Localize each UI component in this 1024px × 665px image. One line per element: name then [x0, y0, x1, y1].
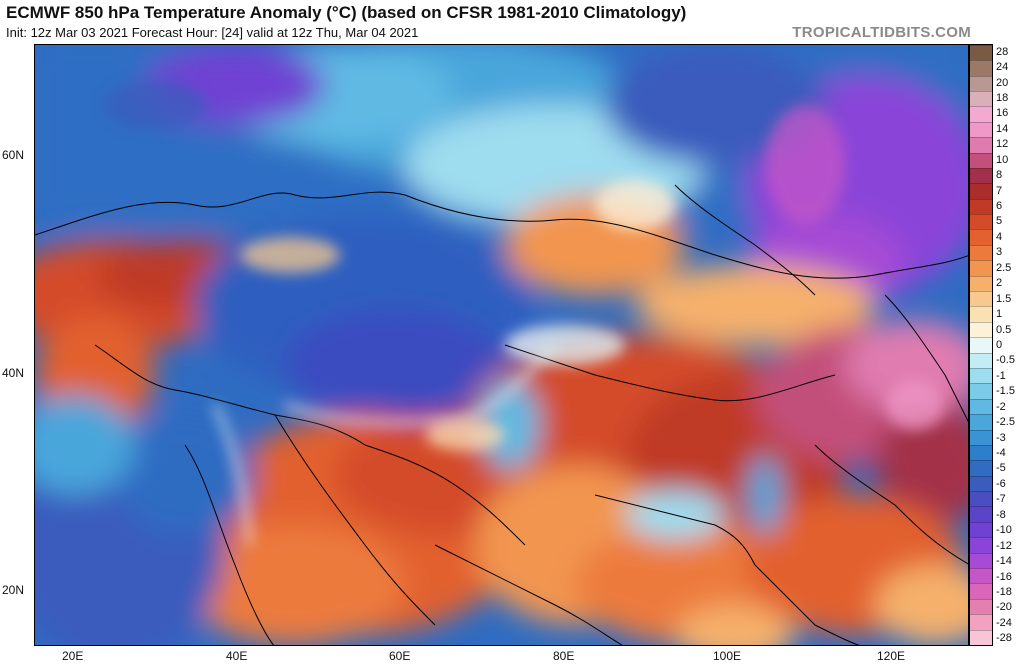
- colorbar-swatch: [970, 321, 992, 338]
- colorbar-swatch: [970, 460, 992, 476]
- colorbar-label: 0.5: [996, 323, 1012, 336]
- colorbar-swatch: [970, 183, 992, 199]
- colorbar-swatch: [970, 552, 992, 569]
- colorbar-label: -0.5: [996, 354, 1015, 367]
- colorbar-swatch: [970, 306, 992, 322]
- colorbar-label: -16: [996, 570, 1012, 583]
- colorbar-label: 14: [996, 122, 1009, 135]
- lon-label-20e: 20E: [62, 649, 84, 663]
- colorbar-swatch: [970, 106, 992, 122]
- colorbar-label: 24: [996, 61, 1009, 74]
- chart-subtitle: Init: 12z Mar 03 2021 Forecast Hour: [24…: [6, 25, 419, 40]
- lon-label-80e: 80E: [553, 649, 575, 663]
- colorbar-label: 2.5: [996, 261, 1012, 274]
- colorbar-label: 20: [996, 76, 1009, 89]
- colorbar-swatch: [970, 367, 992, 384]
- colorbar-swatch: [970, 475, 992, 492]
- colorbar-label: -2.5: [996, 416, 1015, 429]
- colorbar-label: -14: [996, 555, 1012, 568]
- colorbar-label: -10: [996, 524, 1012, 537]
- colorbar-swatch: [970, 291, 992, 307]
- colorbar-swatch: [970, 90, 992, 107]
- colorbar-label: -18: [996, 585, 1012, 598]
- colorbar-swatch: [970, 629, 992, 645]
- colorbar-swatch: [970, 444, 992, 461]
- colorbar-label: 8: [996, 169, 1003, 182]
- colorbar-swatch: [970, 414, 992, 430]
- colorbar-label: -5: [996, 462, 1006, 475]
- colorbar-swatch: [970, 137, 992, 153]
- colorbar-label: -3: [996, 431, 1006, 444]
- colorbar-swatch: [970, 75, 992, 91]
- coastlines: [35, 184, 968, 645]
- anomaly-detail: [105, 80, 945, 451]
- colorbar-swatch: [970, 521, 992, 538]
- zero-contour: [212, 343, 557, 546]
- colorbar-swatch: [970, 506, 992, 522]
- colorbar-swatch: [970, 198, 992, 215]
- anomaly-map: [35, 45, 968, 645]
- colorbar-label: 10: [996, 153, 1009, 166]
- colorbar-label: 6: [996, 200, 1003, 213]
- colorbar-label: -4: [996, 447, 1006, 460]
- colorbar-labels: -28 -24 -20 -18 -16 -14 -12 -10 -8 -7 -6 -5 -4 -3 -2.5…: [996, 44, 1024, 646]
- colorbar-swatch: [970, 352, 992, 368]
- colorbar-label: 0: [996, 338, 1003, 351]
- colorbar-label: 28: [996, 45, 1009, 58]
- colorbar-swatch: [970, 429, 992, 445]
- lon-label-60e: 60E: [389, 649, 411, 663]
- lat-label-40n: 40N: [2, 366, 25, 380]
- colorbar-swatch: [970, 537, 992, 553]
- colorbar-swatch: [970, 583, 992, 599]
- colorbar-label: 12: [996, 138, 1009, 151]
- lat-label-60n: 60N: [2, 148, 25, 162]
- chart-title: ECMWF 850 hPa Temperature Anomaly (°C) (…: [6, 3, 687, 22]
- colorbar-swatch: [970, 121, 992, 138]
- colorbar-swatch: [970, 229, 992, 245]
- colorbar-swatch: [970, 598, 992, 615]
- colorbar-swatch: [970, 491, 992, 507]
- colorbar-swatch: [970, 568, 992, 584]
- anomaly-field: [35, 45, 968, 645]
- colorbar-swatch: [970, 260, 992, 276]
- lat-label-20n: 20N: [2, 583, 25, 597]
- colorbar-label: 18: [996, 91, 1009, 104]
- colorbar-label: -20: [996, 601, 1012, 614]
- colorbar-label: 4: [996, 230, 1003, 243]
- colorbar-label: -1.5: [996, 385, 1015, 398]
- colorbar-label: -2: [996, 400, 1006, 413]
- colorbar-swatch: [970, 152, 992, 168]
- colorbar-label: -6: [996, 477, 1006, 490]
- brand-watermark: TROPICALTIDBITS.COM: [792, 24, 971, 41]
- colorbar-label: -12: [996, 539, 1012, 552]
- colorbar-label: 1.5: [996, 292, 1012, 305]
- colorbar-swatch: [970, 44, 992, 61]
- map-panel: [34, 44, 969, 646]
- colorbar-label: -24: [996, 616, 1012, 629]
- colorbar-label: 2: [996, 277, 1003, 290]
- colorbar-swatch: [970, 398, 992, 415]
- colorbar-label: 3: [996, 246, 1003, 259]
- colorbar-swatch: [970, 244, 992, 261]
- colorbar: [969, 44, 993, 646]
- colorbar-swatch: [970, 167, 992, 184]
- colorbar-label: 16: [996, 107, 1009, 120]
- colorbar-swatch: [970, 60, 992, 76]
- colorbar-label: 1: [996, 308, 1003, 321]
- colorbar-label: -28: [996, 632, 1012, 645]
- colorbar-swatch: [970, 614, 992, 630]
- colorbar-label: -8: [996, 508, 1006, 521]
- colorbar-swatch: [970, 275, 992, 292]
- colorbar-swatch: [970, 383, 992, 399]
- colorbar-label: -1: [996, 369, 1006, 382]
- colorbar-swatch: [970, 214, 992, 230]
- colorbar-swatch: [970, 337, 992, 353]
- colorbar-label: -7: [996, 493, 1006, 506]
- lon-label-120e: 120E: [877, 649, 906, 663]
- lon-label-100e: 100E: [713, 649, 742, 663]
- colorbar-label: 5: [996, 215, 1003, 228]
- colorbar-label: 7: [996, 184, 1003, 197]
- lon-label-40e: 40E: [226, 649, 248, 663]
